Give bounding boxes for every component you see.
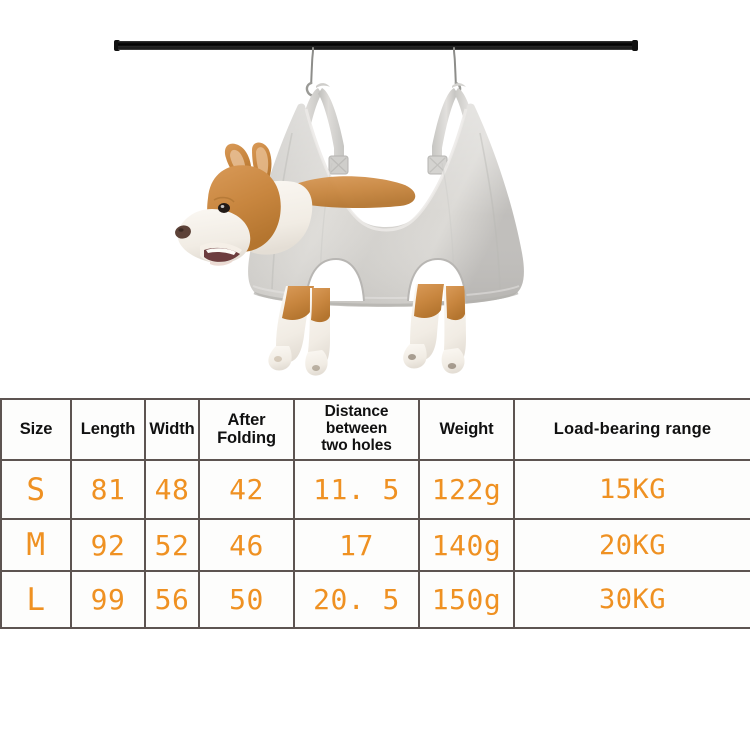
cell-width: 48 bbox=[144, 459, 200, 520]
cell-distance: 20. 5 bbox=[293, 570, 420, 629]
cell-after-folding: 50 bbox=[198, 570, 295, 629]
cell-length: 92 bbox=[70, 518, 146, 572]
cell-weight: 122g bbox=[418, 459, 515, 520]
column-header-size: Size bbox=[0, 398, 72, 461]
column-header-length: Length bbox=[70, 398, 146, 461]
cell-length: 99 bbox=[70, 570, 146, 629]
bar-end-cap-left bbox=[114, 40, 120, 51]
column-header-distance-between-two-holes: Distance between two holes bbox=[293, 398, 420, 461]
product-photo bbox=[114, 40, 638, 385]
cell-length: 81 bbox=[70, 459, 146, 520]
table-row: L 99 56 50 20. 5 150g 30KG bbox=[0, 570, 750, 629]
cell-load-bearing: 15KG bbox=[513, 459, 750, 520]
distance-line3: two holes bbox=[321, 436, 392, 454]
column-header-width: Width bbox=[144, 398, 200, 461]
bar-end-cap-right bbox=[632, 40, 638, 51]
cell-weight: 150g bbox=[418, 570, 515, 629]
after-folding-line2: Folding bbox=[217, 428, 276, 447]
table-header-row: Size Length Width After Folding Distance… bbox=[0, 398, 750, 461]
cell-size: L bbox=[0, 570, 72, 629]
cell-distance: 11. 5 bbox=[293, 459, 420, 520]
column-header-after-folding: After Folding bbox=[198, 398, 295, 461]
column-header-load-bearing-range: Load-bearing range bbox=[513, 398, 750, 461]
cell-width: 56 bbox=[144, 570, 200, 629]
cell-load-bearing: 20KG bbox=[513, 518, 750, 572]
cell-size: S bbox=[0, 459, 72, 520]
cell-distance: 17 bbox=[293, 518, 420, 572]
distance-line2: between bbox=[325, 420, 388, 438]
column-header-weight: Weight bbox=[418, 398, 515, 461]
size-specification-table: Size Length Width After Folding Distance… bbox=[0, 398, 750, 629]
size-table-container: Size Length Width After Folding Distance… bbox=[0, 398, 750, 629]
distance-line1: Distance bbox=[324, 403, 389, 421]
after-folding-line1: After bbox=[227, 410, 266, 429]
cell-size: M bbox=[0, 518, 72, 572]
cell-after-folding: 42 bbox=[198, 459, 295, 520]
hanging-bar bbox=[118, 41, 634, 50]
cell-after-folding: 46 bbox=[198, 518, 295, 572]
cell-load-bearing: 30KG bbox=[513, 570, 750, 629]
cell-width: 52 bbox=[144, 518, 200, 572]
cell-weight: 140g bbox=[418, 518, 515, 572]
dog-illustration bbox=[170, 140, 530, 385]
table-row: S 81 48 42 11. 5 122g 15KG bbox=[0, 459, 750, 520]
table-row: M 92 52 46 17 140g 20KG bbox=[0, 518, 750, 572]
